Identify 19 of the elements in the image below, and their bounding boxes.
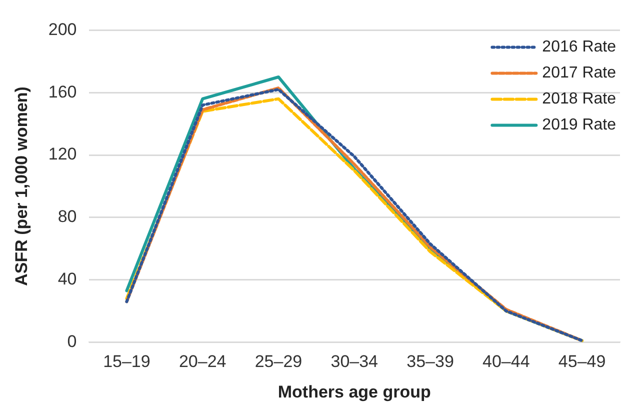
legend-label: 2016 Rate xyxy=(542,38,616,56)
legend-label: 2017 Rate xyxy=(542,64,616,82)
x-tick-label: 40–44 xyxy=(482,352,530,372)
x-tick-label: 25–29 xyxy=(254,352,302,372)
x-tick-label: 45–49 xyxy=(558,352,606,372)
y-tick-label: 120 xyxy=(48,144,77,164)
y-tick-label: 40 xyxy=(58,269,77,288)
x-tick-label: 15–19 xyxy=(103,352,150,372)
x-axis-title: Mothers age group xyxy=(278,382,431,402)
y-tick-label: 200 xyxy=(48,20,77,39)
x-tick-label: 20–24 xyxy=(178,352,226,372)
y-tick-label: 0 xyxy=(67,332,77,351)
x-tick-label: 35–39 xyxy=(406,352,454,372)
y-tick-label: 80 xyxy=(58,207,77,226)
legend-label: 2018 Rate xyxy=(542,90,616,108)
legend-label: 2019 Rate xyxy=(542,116,616,134)
x-tick-label: 30–34 xyxy=(330,352,378,372)
y-axis-title: ASFR (per 1,000 women) xyxy=(12,86,31,286)
y-tick-label: 160 xyxy=(48,82,77,102)
